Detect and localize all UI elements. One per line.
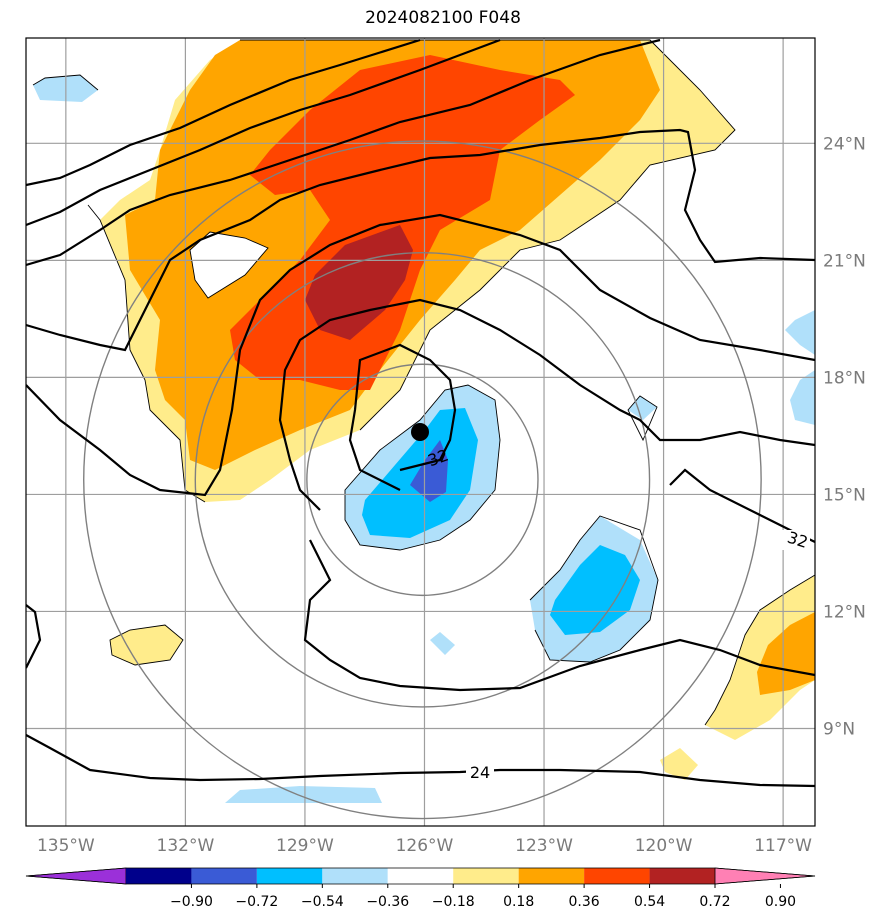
lat-tick-label: 21°N <box>823 251 866 271</box>
map-plot-area: 32 24 32 <box>26 38 815 826</box>
lon-tick-label: 126°W <box>396 836 454 856</box>
colorbar-extend-high <box>714 867 816 885</box>
colorbar-tick-label: −0.18 <box>432 894 475 910</box>
colorbar-segment <box>387 868 454 884</box>
colorbar-extend-low <box>25 867 127 885</box>
map-frame <box>25 37 816 827</box>
colorbar-tick-label: 0.54 <box>634 894 665 910</box>
shade-n018-n036 <box>790 370 815 425</box>
colorbar-segment <box>518 868 585 884</box>
shade-n036-n054 <box>550 545 640 635</box>
colorbar-tick-label: −0.90 <box>170 894 213 910</box>
axis-ticks: 135°W 132°W 129°W 126°W 123°W 120°W 117°W 24°N 2… <box>37 134 866 856</box>
colorbar-segment <box>191 868 257 884</box>
colorbar-tick-label: 0.72 <box>699 894 730 910</box>
lon-tick-label: 117°W <box>754 836 812 856</box>
lon-tick-label: 135°W <box>37 836 95 856</box>
white-holes <box>190 232 268 298</box>
lon-tick-label: 123°W <box>515 836 573 856</box>
lat-tick-label: 15°N <box>823 485 866 505</box>
colorbar-tick-label: −0.72 <box>235 894 278 910</box>
colorbar-segment <box>584 868 650 884</box>
colorbar-tick-label: 0.36 <box>569 894 600 910</box>
lat-tick-label: 12°N <box>823 602 866 622</box>
lon-tick-label: 120°W <box>635 836 693 856</box>
shaded-field-negative <box>33 75 815 803</box>
colorbar-segment <box>256 868 323 884</box>
colorbar: −0.90 −0.72 −0.54 −0.36 −0.18 0.18 0.36 0.54 0.7… <box>25 867 816 910</box>
shade-018-036 <box>110 625 183 665</box>
colorbar-segment <box>126 868 192 884</box>
range-ring <box>194 251 651 708</box>
lat-tick-label: 18°N <box>823 368 866 388</box>
shade-072-090 <box>305 225 413 340</box>
grid-lines <box>26 38 815 826</box>
colorbar-segment <box>453 868 519 884</box>
contour-label-24: 24 <box>470 763 490 782</box>
hole-low <box>190 232 268 298</box>
range-ring <box>306 363 539 597</box>
map-title: 2024082100 F048 <box>365 8 521 28</box>
shade-018-036 <box>705 575 815 740</box>
shade-n018-n036 <box>225 786 382 803</box>
lat-tick-label: 9°N <box>823 719 855 739</box>
colorbar-tick-label: 0.90 <box>765 894 796 910</box>
thick-contours <box>26 38 815 788</box>
colorbar-tick-label: −0.36 <box>366 894 409 910</box>
colorbar-segment <box>322 868 388 884</box>
shade-n018-n036 <box>785 310 815 355</box>
range-ring <box>83 140 762 820</box>
shade-n018-n036 <box>430 632 455 655</box>
contour-labels: 32 24 32 <box>425 445 810 782</box>
shade-036-054 <box>757 612 815 695</box>
lon-tick-label: 132°W <box>157 836 215 856</box>
colorbar-segment <box>649 868 715 884</box>
shade-018-036 <box>660 748 698 780</box>
colorbar-tick-label: −0.54 <box>301 894 344 910</box>
shade-n054-n072 <box>410 440 448 502</box>
colorbar-tick-label: 0.18 <box>503 894 534 910</box>
range-rings <box>83 140 762 820</box>
storm-center-marker <box>411 423 429 441</box>
lat-tick-label: 24°N <box>823 134 866 154</box>
lon-tick-label: 129°W <box>276 836 334 856</box>
colorbar-outline <box>25 867 816 885</box>
